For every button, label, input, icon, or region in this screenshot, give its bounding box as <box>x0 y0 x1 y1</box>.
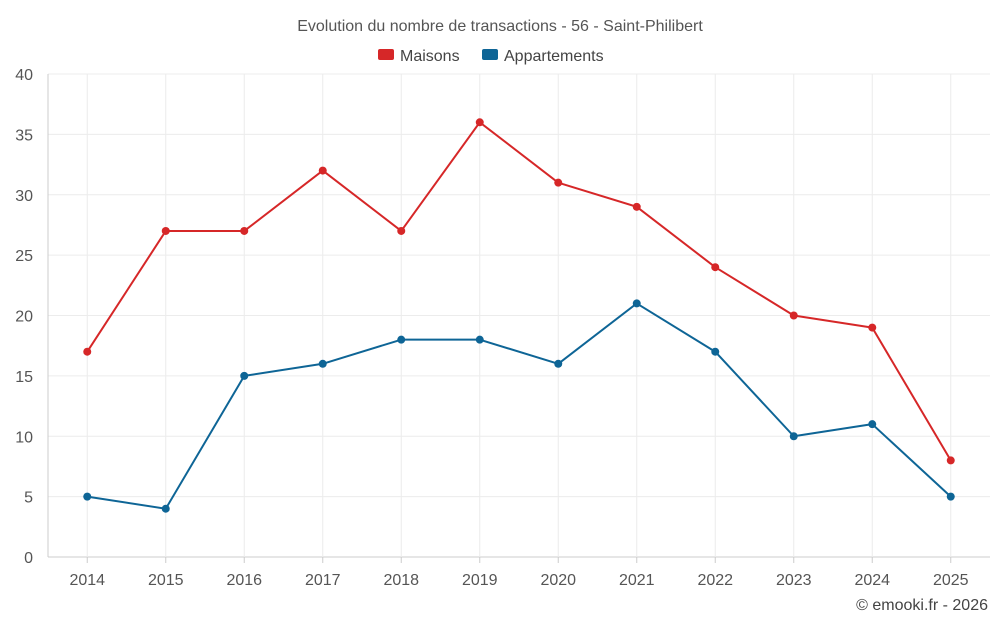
y-tick-label: 0 <box>24 550 33 567</box>
y-tick-label: 20 <box>15 309 33 326</box>
y-tick-label: 40 <box>15 67 33 84</box>
y-tick-label: 35 <box>15 127 33 144</box>
x-tick-label: 2020 <box>540 572 576 589</box>
x-tick-label: 2015 <box>148 572 184 589</box>
series-line-maisons <box>86 121 952 461</box>
data-point-appartements <box>711 347 720 356</box>
data-point-appartements <box>868 420 877 429</box>
data-point-appartements <box>397 335 406 344</box>
data-point-maisons <box>240 226 249 235</box>
x-tick-label: 2021 <box>619 572 655 589</box>
data-point-appartements <box>83 492 92 501</box>
y-tick-label: 5 <box>24 490 33 507</box>
data-point-maisons <box>632 202 641 211</box>
data-point-maisons <box>83 347 92 356</box>
data-point-maisons <box>475 118 484 127</box>
legend-label-appartements[interactable]: Appartements <box>504 48 604 65</box>
x-tick-label: 2018 <box>383 572 419 589</box>
data-point-maisons <box>397 226 406 235</box>
data-point-maisons <box>161 226 170 235</box>
y-tick-label: 10 <box>15 429 33 446</box>
data-point-appartements <box>632 299 641 308</box>
gridlines <box>47 73 990 558</box>
data-point-appartements <box>240 371 249 380</box>
credit-text: © emooki.fr - 2026 <box>856 597 988 614</box>
x-tick-label: 2024 <box>854 572 890 589</box>
data-point-maisons <box>318 166 327 175</box>
y-axis-ticks: 0 5 10 15 20 25 30 35 40 <box>15 67 33 567</box>
x-tick-label: 2019 <box>462 572 498 589</box>
data-point-maisons <box>946 456 955 465</box>
x-tick-label: 2023 <box>776 572 812 589</box>
x-tick-label: 2025 <box>933 572 969 589</box>
data-point-maisons <box>868 323 877 332</box>
chart-title: Evolution du nombre de transactions - 56… <box>297 18 703 35</box>
x-tick-label: 2014 <box>69 572 105 589</box>
data-point-maisons <box>554 178 563 187</box>
legend: Maisons Appartements <box>378 48 604 65</box>
x-tick-label: 2017 <box>305 572 341 589</box>
data-point-appartements <box>475 335 484 344</box>
x-tick-label: 2022 <box>697 572 733 589</box>
y-tick-label: 30 <box>15 188 33 205</box>
data-point-appartements <box>318 359 327 368</box>
y-tick-label: 15 <box>15 369 33 386</box>
data-point-maisons <box>789 311 798 320</box>
y-tick-label: 25 <box>15 248 33 265</box>
data-point-appartements <box>789 432 798 441</box>
data-point-appartements <box>161 504 170 513</box>
data-point-appartements <box>946 492 955 501</box>
x-tick-label: 2016 <box>226 572 262 589</box>
data-point-maisons <box>711 263 720 272</box>
legend-label-maisons[interactable]: Maisons <box>400 48 460 65</box>
legend-swatch-maisons <box>378 49 394 60</box>
x-axis-ticks: 2014 2015 2016 2017 2018 2019 2020 2021 2022 2023… <box>69 557 969 589</box>
series-group <box>83 118 955 513</box>
series-line-appartements <box>87 302 952 510</box>
legend-swatch-appartements <box>482 49 498 60</box>
data-point-appartements <box>554 359 563 368</box>
